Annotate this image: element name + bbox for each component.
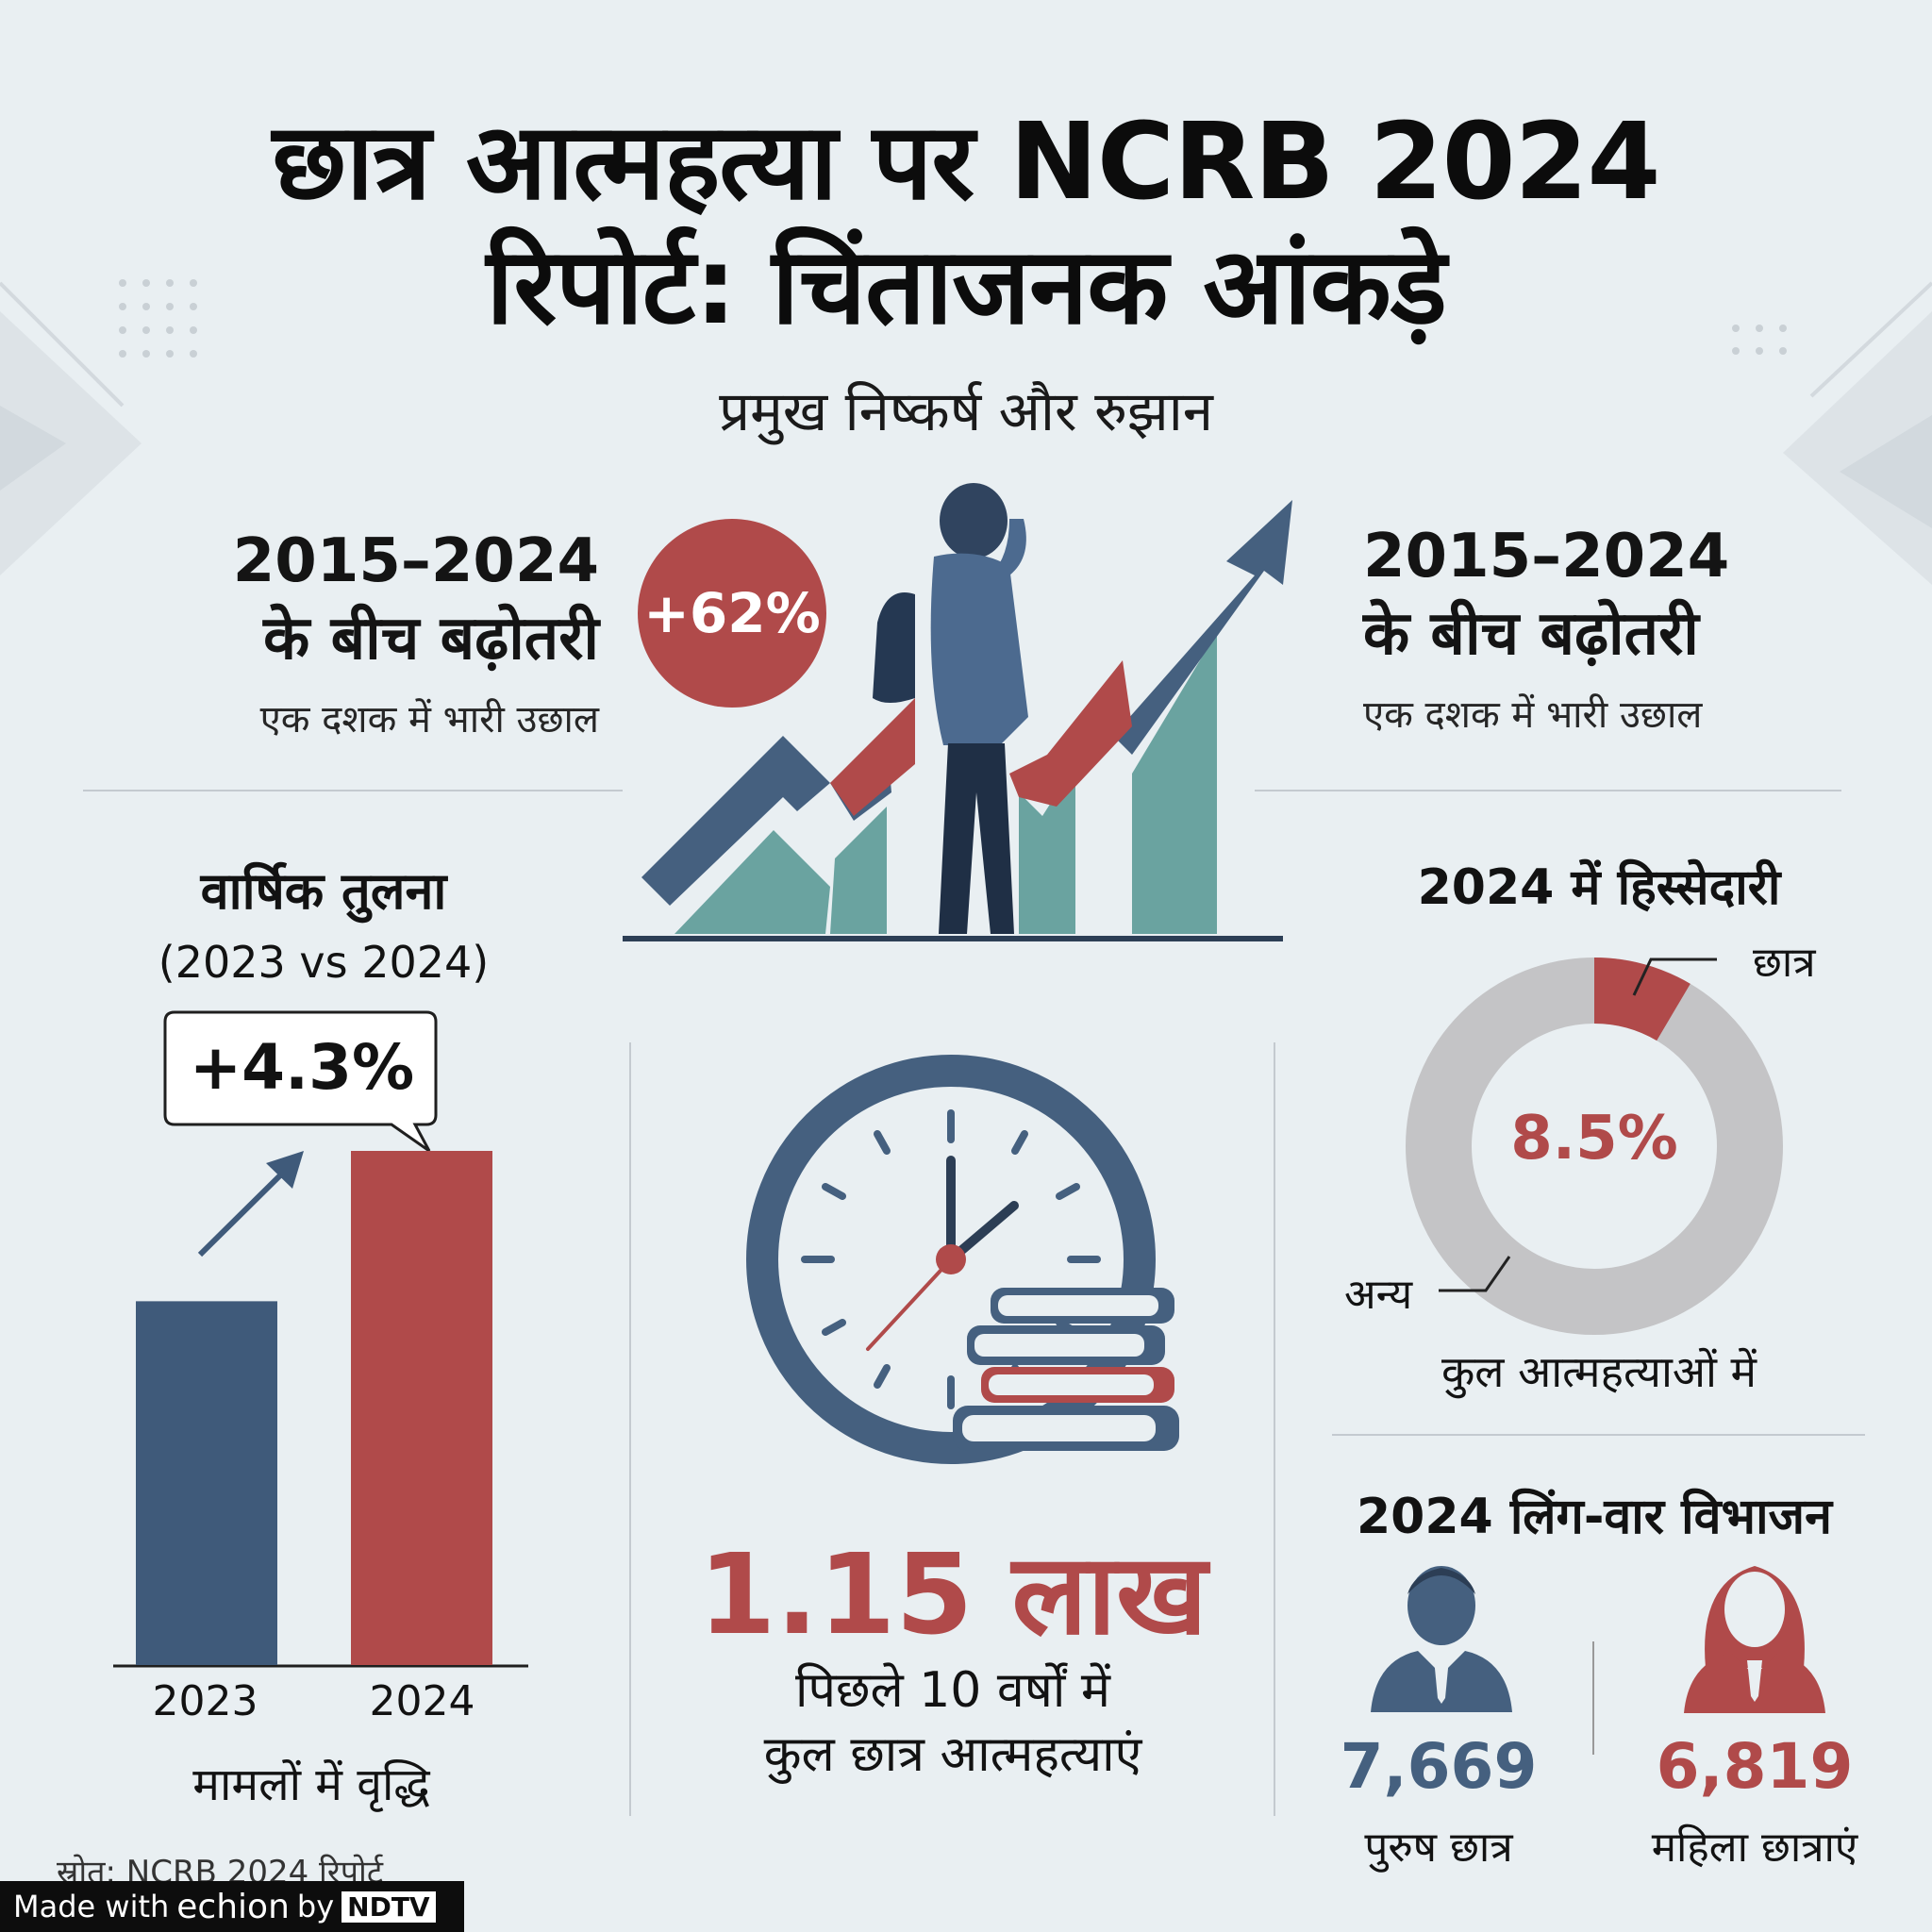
page-subtitle: प्रमुख निष्कर्ष और रुझान <box>719 379 1213 443</box>
growth-right-block: 2015–2024 के बीच बढ़ोतरी एक दशक में भारी… <box>1363 519 1854 739</box>
male-student-icon <box>1371 1566 1512 1712</box>
growth-left-caption: एक दशक में भारी उछाल <box>259 698 599 741</box>
growth-percent-value: +62% <box>643 581 821 645</box>
divider-vertical-left <box>629 1042 631 1816</box>
growth-right-caption: एक दशक में भारी उछाल <box>1363 693 1703 737</box>
annual-heading-block: वार्षिक तुलना (2023 vs 2024) <box>83 854 564 988</box>
male-value: 7,669 <box>1340 1730 1538 1803</box>
female-value: 6,819 <box>1656 1730 1854 1803</box>
growth-illustration <box>623 483 1292 941</box>
made-with-text: Made with <box>13 1889 170 1924</box>
page-title-line-1: छात्र आत्महत्या पर NCRB 2024 <box>272 101 1661 224</box>
share-percent: 8.5% <box>1510 1104 1678 1174</box>
gender-divider <box>1592 1641 1594 1755</box>
annual-up-arrow-icon <box>197 1151 304 1257</box>
male-label: पुरुष छात्र <box>1364 1824 1513 1872</box>
donut-students-segment <box>1406 958 1783 1335</box>
annual-bar-2023 <box>136 1301 277 1665</box>
books-icon <box>953 1288 1179 1451</box>
growth-left-block: 2015–2024 के बीच बढ़ोतरी एक दशक में भारी… <box>132 524 599 743</box>
growth-right-years: 2015–2024 <box>1363 522 1730 591</box>
made-with-by: by <box>296 1889 335 1924</box>
total-caption: पिछले 10 वर्षों में कुल छात्र आत्महत्याए… <box>641 1658 1264 1787</box>
growth-left-heading: के बीच बढ़ोतरी <box>263 604 599 674</box>
share-donut-chart <box>1406 958 1783 1335</box>
made-with-badge[interactable]: Made with echion by NDTV <box>0 1881 464 1932</box>
annual-callout-value: +4.3% <box>189 1031 415 1104</box>
growth-right-heading: के बीच बढ़ोतरी <box>1363 599 1699 669</box>
annual-heading: वार्षिक तुलना <box>200 861 447 921</box>
divider-left <box>83 790 623 791</box>
gender-heading: 2024 लिंग-वार विभाजन <box>1356 1489 1832 1545</box>
total-value: 1.15 लाख <box>698 1529 1208 1659</box>
divider-share-gender <box>1332 1434 1865 1436</box>
total-caption-line-1: पिछले 10 वर्षों में <box>794 1662 1110 1719</box>
share-caption: कुल आत्महत्याओं में <box>1441 1346 1757 1397</box>
total-caption-line-2: कुल छात्र आत्महत्याएं <box>763 1726 1142 1783</box>
clock-icon <box>746 1055 1156 1464</box>
growth-percent-badge: +62% <box>638 519 826 708</box>
page-title-line-2: रिपोर्ट: चिंताजनक आंकड़े <box>486 225 1446 348</box>
ndtv-logo: NDTV <box>341 1890 436 1923</box>
share-label-others: अन्य <box>1344 1271 1413 1319</box>
share-label-students: छात्र <box>1753 939 1816 987</box>
annual-callout-bubble <box>163 1010 438 1153</box>
share-others-leader-line <box>1439 1256 1511 1292</box>
echion-brand: echion <box>176 1887 290 1926</box>
share-students-leader-line <box>1632 958 1717 996</box>
annual-subheading: (2023 vs 2024) <box>158 937 490 988</box>
annual-caption: मामलों में वृद्धि <box>192 1758 430 1811</box>
female-student-icon <box>1684 1566 1825 1713</box>
share-heading: 2024 में हिस्सेदारी <box>1417 859 1781 916</box>
annual-bar-chart <box>113 1151 528 1668</box>
divider-vertical-right <box>1274 1042 1275 1816</box>
annual-chart-label-2023: 2023 <box>152 1677 258 1725</box>
annual-bar-2024 <box>351 1151 492 1665</box>
divider-right <box>1255 790 1841 791</box>
annual-chart-label-2024: 2024 <box>369 1677 475 1725</box>
female-label: महिला छात्राएं <box>1651 1824 1858 1872</box>
growth-left-years: 2015–2024 <box>232 526 599 596</box>
